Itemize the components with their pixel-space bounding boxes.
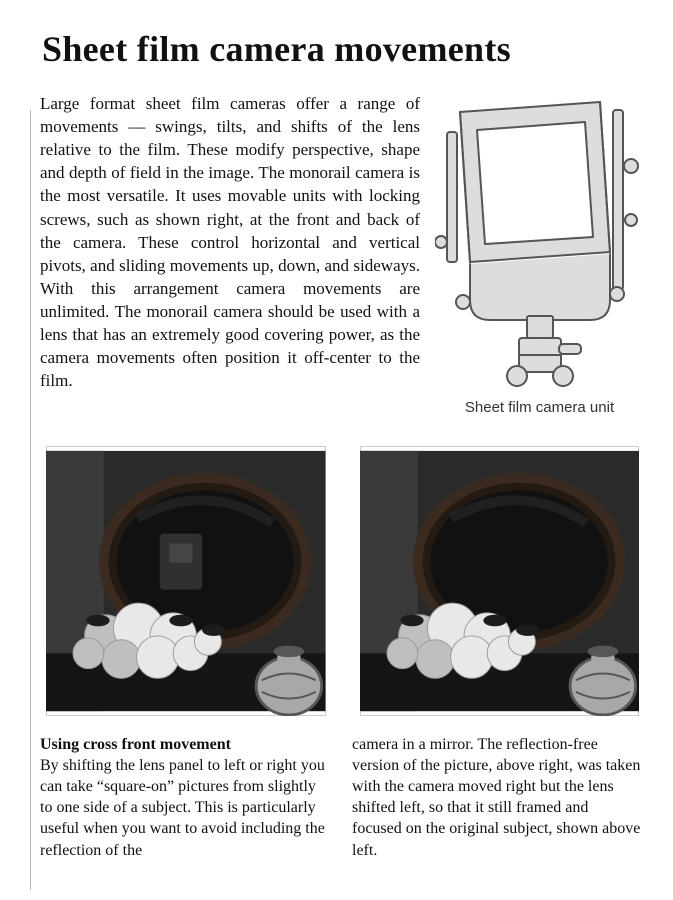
diagram-column: Sheet film camera unit: [434, 92, 645, 416]
camera-unit-diagram: [435, 92, 645, 392]
vertical-rule: [30, 110, 31, 890]
column-right-text: camera in a mirror. The reflection-free …: [352, 736, 640, 859]
photo-without-reflection: [354, 440, 646, 722]
page-title: Sheet film camera movements: [42, 28, 645, 70]
column-right: camera in a mirror. The reflection-free …: [352, 734, 642, 861]
intro-paragraph: Large format sheet film cameras offer a …: [40, 92, 420, 416]
photo-row: [40, 440, 645, 722]
page: Sheet film camera movements Large format…: [0, 0, 673, 900]
text-columns: Using cross front movement By shifting t…: [40, 734, 645, 861]
column-left: Using cross front movement By shifting t…: [40, 734, 330, 861]
diagram-caption: Sheet film camera unit: [434, 399, 645, 416]
photo-with-reflection: [40, 440, 332, 722]
top-row: Large format sheet film cameras offer a …: [40, 92, 645, 416]
column-left-text: By shifting the lens panel to left or ri…: [40, 757, 325, 858]
subheading: Using cross front movement: [40, 736, 231, 753]
